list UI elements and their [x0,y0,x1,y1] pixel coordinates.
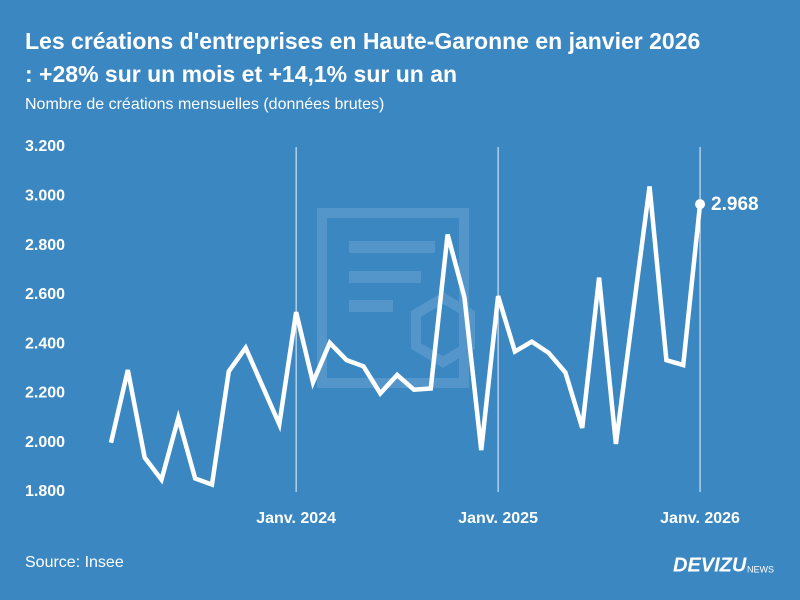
logo: DEVIZU [673,554,747,576]
x-tick-label: Janv. 2024 [256,510,336,527]
line [108,186,703,488]
chart-title-line2: : +28% sur un mois et +14,1% sur un an [25,61,457,87]
y-tick-label: 2.800 [25,237,65,254]
x-tick-label: Janv. 2025 [458,510,538,527]
y-tick-label: 2.600 [25,286,65,303]
chart-subtitle: Nombre de créations mensuelles (données … [25,96,384,113]
y-tick-label: 3.000 [25,188,65,205]
y-tick-label: 3.200 [25,138,65,155]
value-label: 2.968 [711,194,759,215]
chart-title: Les créations d'entreprises en Haute-Gar… [25,28,700,54]
source: Source: Insee [25,554,124,571]
x-tick-label: Janv. 2026 [660,510,740,527]
y-tick-label: 2.000 [25,434,65,451]
y-tick-label: 2.400 [25,335,65,352]
end-point [695,199,706,210]
y-tick-label: 2.200 [25,385,65,402]
y-tick-label: 1.800 [25,483,65,500]
logo-suffix: NEWS [747,564,774,574]
